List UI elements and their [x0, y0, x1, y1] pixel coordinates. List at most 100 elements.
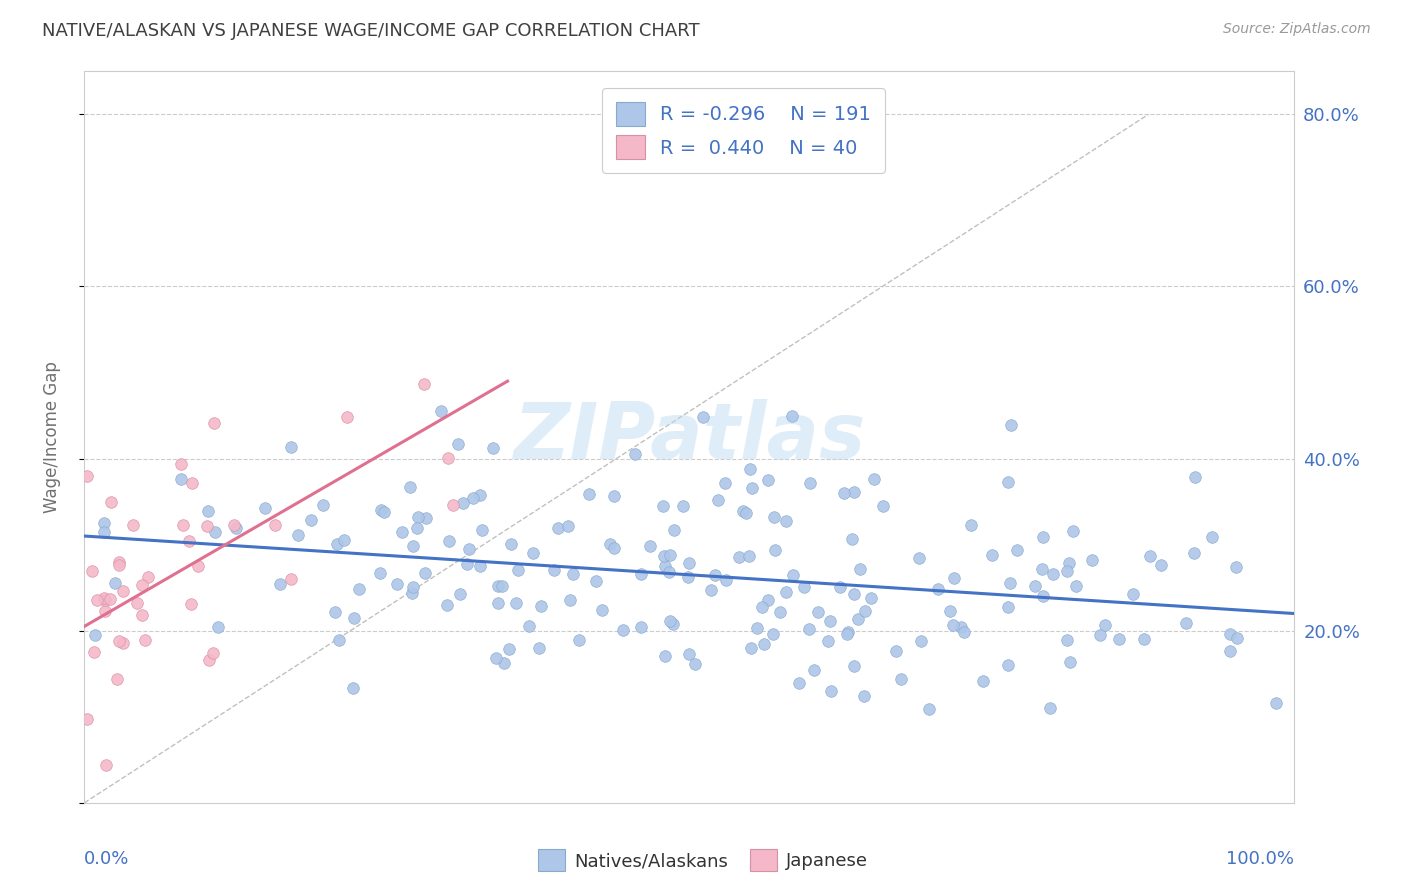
- Point: [651, 500, 673, 514]
- Point: [1132, 632, 1154, 646]
- Point: [599, 537, 621, 551]
- Point: [370, 503, 392, 517]
- Point: [659, 614, 682, 628]
- Point: [699, 582, 721, 597]
- Point: [1056, 564, 1078, 578]
- Point: [207, 620, 229, 634]
- Point: [517, 619, 540, 633]
- Point: [1024, 579, 1046, 593]
- Point: [94, 604, 117, 618]
- Point: [430, 403, 453, 417]
- Point: [654, 648, 676, 663]
- Point: [96, 758, 118, 772]
- Point: [1108, 632, 1130, 647]
- Point: [714, 573, 737, 587]
- Point: [406, 521, 429, 535]
- Point: [326, 537, 349, 551]
- Point: [942, 618, 965, 632]
- Point: [76, 712, 98, 726]
- Point: [835, 627, 858, 641]
- Point: [76, 469, 98, 483]
- Point: [263, 517, 285, 532]
- Point: [741, 481, 763, 495]
- Point: [222, 517, 245, 532]
- Point: [269, 577, 291, 591]
- Point: [347, 582, 370, 597]
- Point: [94, 592, 117, 607]
- Point: [756, 473, 779, 487]
- Point: [80, 564, 103, 578]
- Point: [820, 684, 842, 698]
- Point: [100, 495, 122, 509]
- Point: [406, 510, 429, 524]
- Point: [603, 541, 626, 556]
- Point: [280, 572, 302, 586]
- Point: [762, 627, 785, 641]
- Point: [86, 592, 108, 607]
- Point: [187, 559, 209, 574]
- Point: [439, 533, 461, 548]
- Point: [491, 579, 513, 593]
- Point: [678, 647, 700, 661]
- Point: [391, 524, 413, 539]
- Point: [522, 546, 544, 560]
- Point: [1000, 418, 1022, 433]
- Point: [972, 673, 994, 688]
- Point: [412, 377, 434, 392]
- Point: [890, 672, 912, 686]
- Point: [402, 539, 425, 553]
- Point: [333, 533, 356, 547]
- Point: [399, 480, 422, 494]
- Point: [997, 657, 1019, 672]
- Point: [745, 621, 768, 635]
- Point: [728, 549, 751, 564]
- Point: [624, 447, 647, 461]
- Point: [683, 657, 706, 672]
- Point: [751, 599, 773, 614]
- Point: [846, 612, 869, 626]
- Point: [927, 582, 949, 596]
- Point: [793, 580, 815, 594]
- Point: [678, 556, 700, 570]
- Point: [93, 524, 115, 539]
- Point: [740, 641, 762, 656]
- Point: [402, 580, 425, 594]
- Point: [501, 536, 523, 550]
- Point: [734, 506, 756, 520]
- Point: [385, 577, 408, 591]
- Point: [373, 505, 395, 519]
- Point: [181, 475, 204, 490]
- Text: 100.0%: 100.0%: [1226, 850, 1294, 868]
- Point: [997, 475, 1019, 489]
- Point: [568, 633, 591, 648]
- Point: [1219, 626, 1241, 640]
- Point: [1057, 556, 1080, 570]
- Point: [1039, 701, 1062, 715]
- Point: [692, 410, 714, 425]
- Point: [202, 646, 225, 660]
- Text: NATIVE/ALASKAN VS JAPANESE WAGE/INCOME GAP CORRELATION CHART: NATIVE/ALASKAN VS JAPANESE WAGE/INCOME G…: [42, 22, 700, 40]
- Point: [1000, 575, 1022, 590]
- Point: [841, 532, 863, 546]
- Point: [543, 563, 565, 577]
- Point: [672, 499, 695, 513]
- Point: [1225, 560, 1247, 574]
- Point: [204, 524, 226, 539]
- Point: [1056, 633, 1078, 648]
- Point: [177, 533, 200, 548]
- Point: [105, 672, 128, 686]
- Point: [1088, 628, 1111, 642]
- Point: [762, 509, 785, 524]
- Point: [172, 518, 194, 533]
- Point: [197, 653, 219, 667]
- Point: [756, 592, 779, 607]
- Point: [121, 518, 143, 533]
- Point: [131, 607, 153, 622]
- Point: [738, 462, 761, 476]
- Point: [852, 689, 875, 703]
- Point: [170, 472, 193, 486]
- Point: [818, 614, 841, 628]
- Point: [471, 523, 494, 537]
- Point: [415, 566, 437, 581]
- Point: [942, 571, 965, 585]
